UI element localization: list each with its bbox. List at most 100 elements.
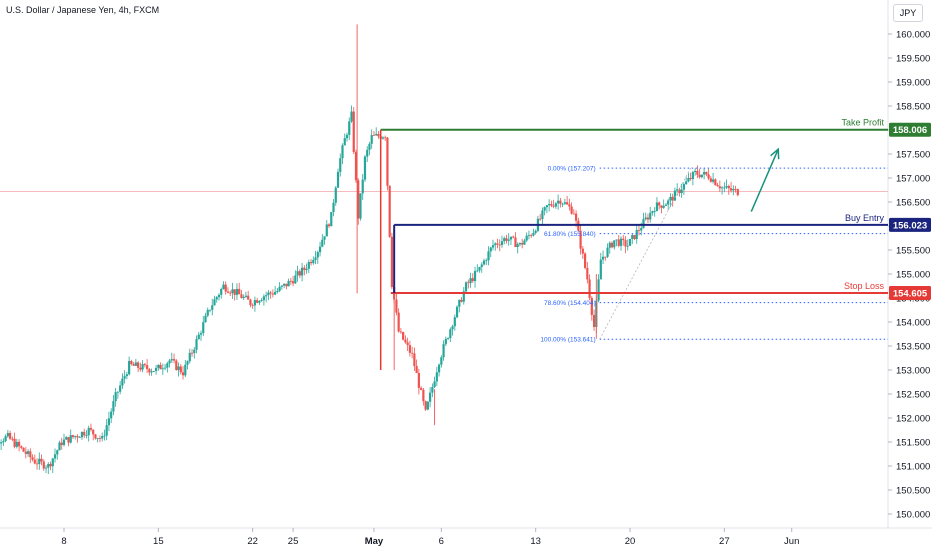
candle-body (17, 441, 21, 447)
candle-body (112, 401, 115, 412)
candle-body (260, 300, 263, 302)
fib-level-label: 78.60% (154.404) (544, 300, 596, 307)
candle (325, 220, 328, 237)
candle (168, 358, 171, 368)
price-tick-label: 152.000 (896, 414, 930, 425)
price-tick-label: 155.000 (896, 270, 930, 281)
candle-body (33, 459, 36, 464)
candle (503, 236, 506, 245)
candle-body (60, 442, 63, 445)
candle (74, 435, 77, 440)
candle-body (539, 218, 542, 220)
candle-body (390, 236, 394, 288)
candle (509, 236, 513, 246)
candle (197, 332, 200, 340)
candle (691, 170, 694, 186)
candle-body (65, 437, 68, 440)
candle-body (103, 435, 106, 437)
candle (278, 282, 281, 293)
price-tick-label: 159.000 (896, 78, 930, 89)
candle (532, 228, 535, 237)
candle-body (276, 290, 279, 292)
price-tick-label: 158.500 (896, 102, 930, 113)
candle (262, 294, 265, 306)
candle (215, 296, 218, 303)
candle-body (67, 437, 70, 443)
price-tick-label: 151.000 (896, 462, 930, 473)
candle (42, 459, 45, 471)
candle (471, 273, 474, 283)
take-profit-level[interactable]: Take Profit 158.006 (380, 118, 931, 137)
candle (69, 429, 72, 444)
candle (38, 452, 41, 470)
candle (159, 362, 162, 370)
candle (202, 315, 205, 337)
candle-body (500, 241, 504, 246)
up-arrow[interactable] (750, 147, 780, 212)
candle-body (343, 138, 346, 146)
candle (67, 437, 70, 447)
candle-body (366, 149, 369, 157)
candle (285, 283, 288, 290)
candle (682, 182, 686, 195)
candle (552, 199, 555, 209)
candle (635, 224, 638, 244)
candle-body (217, 294, 221, 298)
candle-body (433, 381, 436, 388)
candle (525, 232, 528, 243)
candle (622, 235, 625, 246)
candle (406, 337, 409, 351)
fib-retracement[interactable]: 0.00% (157.207) 61.80% (155.840) 78.60% (1… (540, 166, 888, 344)
candle-body (525, 235, 528, 241)
candle-body (557, 200, 560, 204)
candle-body (89, 427, 93, 430)
candle-body (700, 174, 703, 178)
currency-selector[interactable]: JPY (893, 4, 923, 22)
candle-body (631, 235, 634, 239)
candle-body (166, 363, 169, 368)
candle (336, 168, 340, 188)
candle (646, 213, 650, 224)
candle-body (78, 437, 81, 438)
candle (680, 183, 683, 198)
candle-body (6, 433, 9, 437)
candle-body (146, 365, 149, 370)
candle (372, 131, 376, 136)
buy-entry-label: Buy Entry (845, 213, 885, 223)
candle (20, 445, 23, 450)
candle (628, 238, 632, 247)
candle-body (345, 134, 349, 139)
candle (557, 194, 560, 210)
candle-body (312, 259, 315, 264)
candle (280, 284, 283, 290)
candle (644, 212, 647, 221)
candle-body (550, 204, 553, 206)
candle-body (372, 135, 376, 136)
candle (60, 437, 63, 450)
candle-body (449, 329, 452, 339)
stop-loss-level[interactable]: Stop Loss 154.605 (390, 281, 931, 300)
candle (128, 356, 131, 376)
candle (343, 133, 346, 146)
candle-body (128, 360, 131, 375)
buy-entry-level[interactable]: Buy Entry 156.023 (394, 213, 931, 232)
candle-body (274, 291, 277, 295)
candle (105, 419, 108, 441)
candle (119, 381, 122, 395)
candle-body (58, 442, 61, 451)
candle-body (87, 427, 90, 436)
trade-levels[interactable]: Take Profit 158.006 Buy Entry 156.023 Stop L… (379, 118, 931, 370)
candle-body (161, 368, 164, 370)
candle (626, 239, 629, 251)
price-axis: 150.000 150.500 151.000 151.500 152.000 152.5… (888, 30, 930, 521)
candle (89, 423, 93, 432)
candle-body (154, 367, 158, 372)
candle-body (460, 299, 463, 302)
candle-body (336, 171, 340, 188)
candle (175, 359, 178, 371)
candle-body (85, 435, 88, 437)
candle (92, 429, 95, 441)
candle (76, 434, 79, 443)
candle (700, 174, 703, 179)
